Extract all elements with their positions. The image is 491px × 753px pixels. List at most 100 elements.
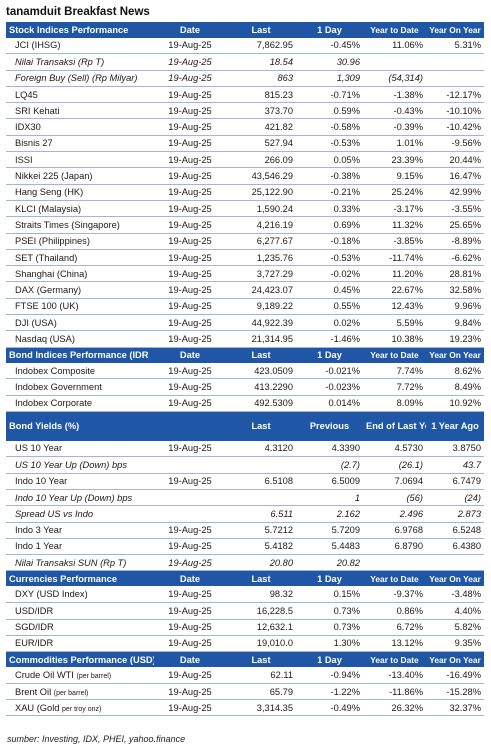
row-label-text: SRI Kehati bbox=[15, 105, 60, 116]
currencies-header: Currencies Performance Date Last 1 Day Year … bbox=[6, 570, 484, 587]
row-label-text: Indobex Government bbox=[15, 382, 102, 393]
yoy-cell: 4.40% bbox=[426, 602, 484, 620]
bond-index-row: Indobex Corporate 19-Aug-25 492.5309 0.014%… bbox=[6, 395, 484, 413]
last-cell: 5.7212 bbox=[226, 522, 296, 539]
last-cell: 6.511 bbox=[226, 505, 296, 523]
col4-header: Year to Date bbox=[363, 22, 426, 38]
last-cell: 492.5309 bbox=[226, 395, 296, 413]
row-label-text: Indobex Composite bbox=[15, 365, 96, 376]
row-unit: (per barrel) bbox=[76, 672, 112, 680]
d1-cell: -1.22% bbox=[296, 683, 363, 701]
d1-cell: 1.30% bbox=[296, 635, 363, 653]
yoy-cell: 32.37% bbox=[426, 699, 484, 717]
yoy-cell: 9.35% bbox=[426, 635, 484, 653]
stock-row: IDX30 19-Aug-25 421.82 -0.58% -0.39% -10.42% bbox=[6, 118, 484, 136]
d1-cell: -0.94% bbox=[296, 667, 363, 684]
col4-header: Year to Date bbox=[363, 651, 426, 668]
row-label: EUR/IDR bbox=[6, 635, 154, 653]
ytd-cell: 23.39% bbox=[363, 151, 426, 169]
row-label: LQ45 bbox=[6, 86, 154, 104]
row-label-text: SET (Thailand) bbox=[15, 252, 78, 263]
ytd-cell bbox=[363, 53, 426, 71]
stock-indices-header: Stock Indices Performance Date Last 1 Day Ye… bbox=[6, 22, 484, 38]
row-label-text: Nilai Transaksi SUN (Rp T) bbox=[15, 557, 127, 568]
date-cell: 19-Aug-25 bbox=[154, 70, 226, 87]
row-label: FTSE 100 (UK) bbox=[6, 298, 154, 316]
stock-row: Straits Times (Singapore) 19-Aug-25 4,216.… bbox=[6, 216, 484, 234]
prev-cell: 5.4483 bbox=[296, 538, 363, 556]
last-cell: 7,862.95 bbox=[226, 37, 296, 55]
currency-row: SGD/IDR 19-Aug-25 12,632.1 0.73% 6.72% 5.82% bbox=[6, 619, 484, 636]
last-cell: 3,314.35 bbox=[226, 699, 296, 717]
bond-yield-row: Indo 10 Year Up (Down) bps 1 (56) (24) bbox=[6, 489, 484, 507]
commodity-row: Crude Oil WTI (per barrel) 19-Aug-25 62.11… bbox=[6, 667, 484, 684]
row-label-text: Bisnis 27 bbox=[15, 138, 53, 149]
date-cell: 19-Aug-25 bbox=[154, 151, 226, 169]
last-cell: 5.4182 bbox=[226, 538, 296, 556]
row-label-text: FTSE 100 (UK) bbox=[15, 301, 79, 312]
row-label: Crude Oil WTI (per barrel) bbox=[6, 667, 154, 684]
ago-cell bbox=[426, 554, 484, 572]
bond-yield-row: Nilai Transaksi SUN (Rp T) 19-Aug-25 20.80… bbox=[6, 554, 484, 572]
row-label: Indobex Composite bbox=[6, 362, 154, 380]
commodity-row: XAU (Gold per troy onz) 19-Aug-25 3,314.35… bbox=[6, 699, 484, 717]
commodity-row: Brent Oil (per barrel) 19-Aug-25 65.79 -1.2… bbox=[6, 683, 484, 701]
last-cell: 4.3120 bbox=[226, 440, 296, 458]
date-cell: 19-Aug-25 bbox=[154, 53, 226, 71]
date-cell: 19-Aug-25 bbox=[154, 265, 226, 283]
eoy-cell: 6.8790 bbox=[363, 538, 426, 556]
ytd-cell: 10.38% bbox=[363, 330, 426, 348]
row-label: US 10 Year bbox=[6, 440, 154, 458]
yoy-cell: -3.48% bbox=[426, 586, 484, 604]
section-title: Commodities Performance (USD) bbox=[6, 651, 154, 668]
yoy-cell: 5.31% bbox=[426, 37, 484, 55]
row-label-text: IDX30 bbox=[15, 122, 41, 133]
col3-header: 1 Day bbox=[296, 347, 363, 363]
last-cell: 413.2290 bbox=[226, 378, 296, 396]
row-label: DJI (USA) bbox=[6, 314, 154, 332]
d1-cell: 0.45% bbox=[296, 281, 363, 299]
stock-row: PSEI (Philippines) 19-Aug-25 6,277.67 -0.18… bbox=[6, 233, 484, 250]
col5-header: Year On Year bbox=[426, 570, 484, 587]
last-cell: 6.5108 bbox=[226, 473, 296, 490]
date-cell: 19-Aug-25 bbox=[154, 440, 226, 458]
prev-cell: 4.3390 bbox=[296, 440, 363, 458]
ytd-cell: 11.20% bbox=[363, 265, 426, 283]
d1-cell: 0.33% bbox=[296, 200, 363, 218]
bond-yield-row: Indo 1 Year 19-Aug-25 5.4182 5.4483 6.8790 6.… bbox=[6, 538, 484, 556]
yoy-cell: 9.96% bbox=[426, 298, 484, 316]
date-cell: 19-Aug-25 bbox=[154, 619, 226, 636]
d1-cell: 0.73% bbox=[296, 619, 363, 636]
date-cell: 19-Aug-25 bbox=[154, 330, 226, 348]
eoy-cell: 2.496 bbox=[363, 505, 426, 523]
last-cell: 19,010.0 bbox=[226, 635, 296, 653]
yoy-cell: -12.17% bbox=[426, 86, 484, 104]
ago-cell: 6.5248 bbox=[426, 522, 484, 539]
ytd-cell: -11.74% bbox=[363, 249, 426, 267]
date-cell: 19-Aug-25 bbox=[154, 395, 226, 413]
date-cell: 19-Aug-25 bbox=[154, 102, 226, 120]
row-label-text: DAX (Germany) bbox=[15, 285, 82, 296]
yoy-cell: 16.47% bbox=[426, 167, 484, 185]
eoy-cell: (26.1) bbox=[363, 456, 426, 474]
section-title: Bond Indices Performance (IDR bbox=[6, 347, 154, 363]
row-label-text: JCI (IHSG) bbox=[15, 40, 61, 51]
bond-yields-header: Bond Yields (%) Last Previous End of Last Y… bbox=[6, 411, 484, 441]
date-cell bbox=[154, 456, 226, 474]
row-label-text: Indo 10 Year bbox=[15, 476, 68, 487]
last-cell: 421.82 bbox=[226, 118, 296, 136]
d1-cell: -0.21% bbox=[296, 184, 363, 201]
ago-cell: 43.7 bbox=[426, 456, 484, 474]
ytd-cell: 6.72% bbox=[363, 619, 426, 636]
row-label-text: PSEI (Philippines) bbox=[15, 236, 90, 247]
row-label: XAU (Gold per troy onz) bbox=[6, 699, 154, 717]
last-cell bbox=[226, 489, 296, 507]
col3-header: 1 Day bbox=[296, 22, 363, 38]
row-label: ISSI bbox=[6, 151, 154, 169]
date-cell: 19-Aug-25 bbox=[154, 37, 226, 55]
bond-index-row: Indobex Composite 19-Aug-25 423.0509 -0.021… bbox=[6, 362, 484, 380]
row-label: DAX (Germany) bbox=[6, 281, 154, 299]
row-label-text: Straits Times (Singapore) bbox=[15, 219, 120, 230]
row-label: USD/IDR bbox=[6, 602, 154, 620]
row-label: Shanghai (China) bbox=[6, 265, 154, 283]
